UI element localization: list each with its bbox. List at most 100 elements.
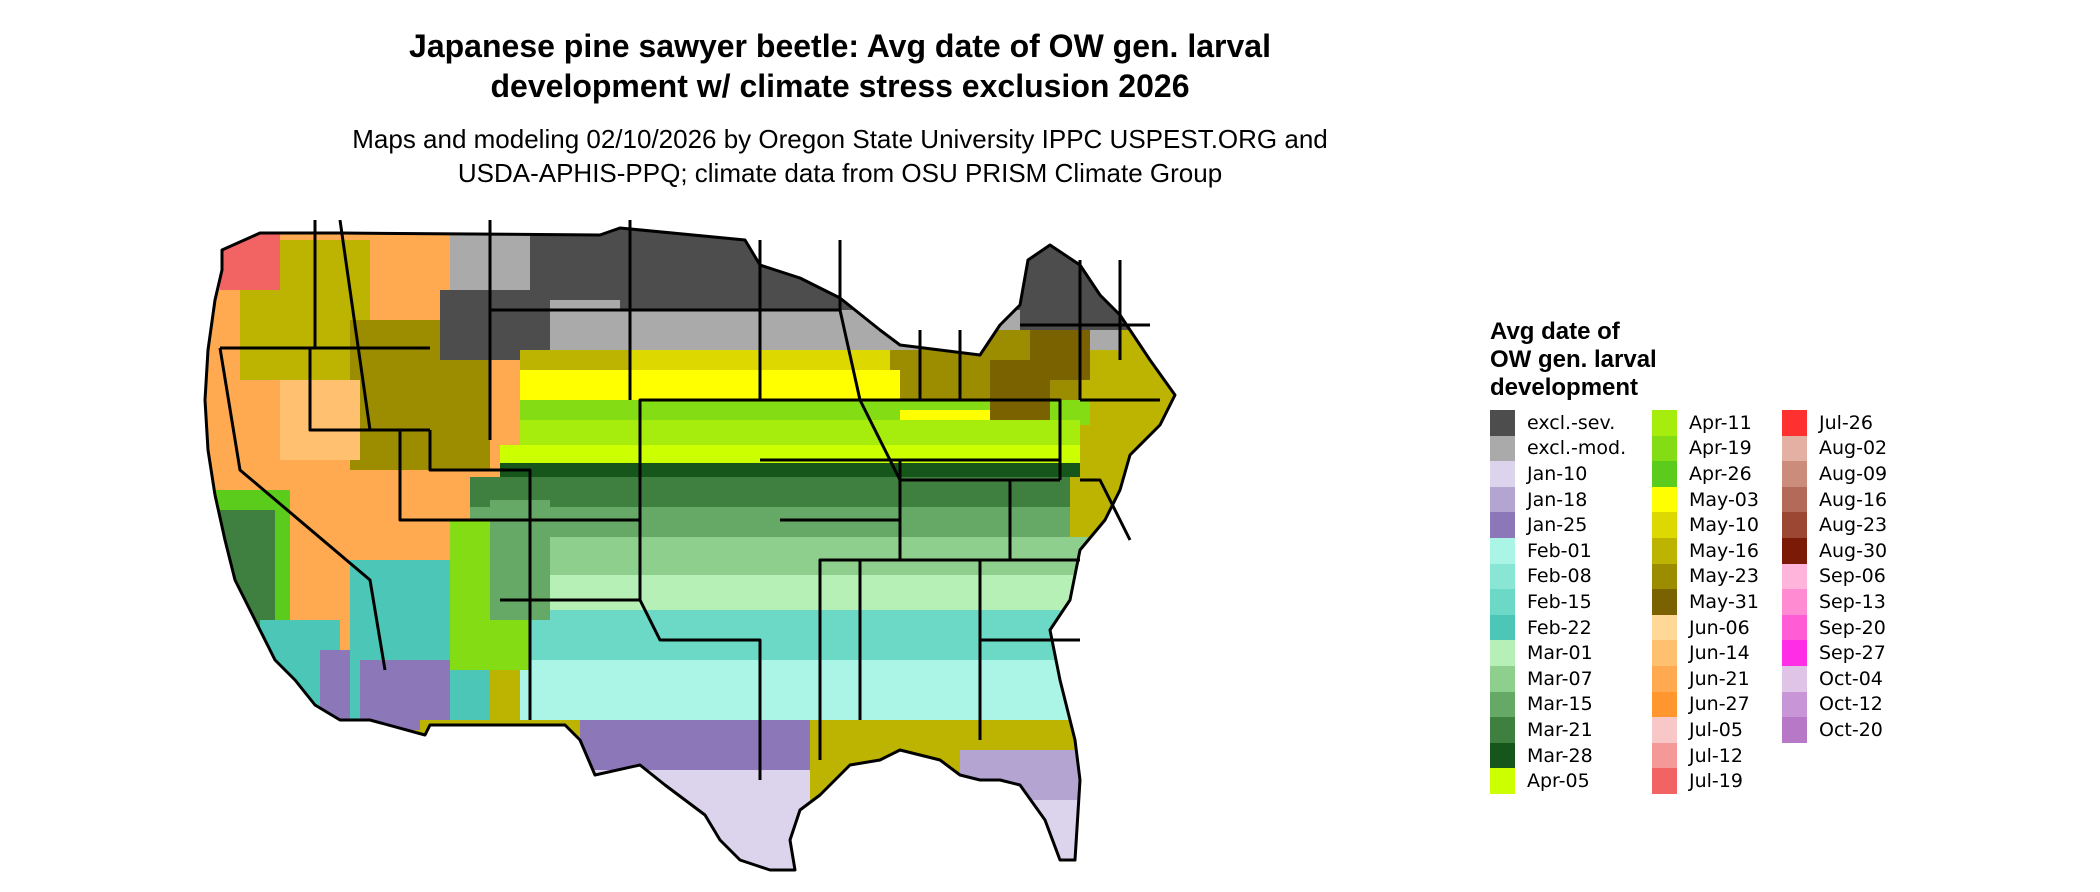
- legend-label: Sep-20: [1819, 616, 1886, 639]
- legend-swatch: [1782, 614, 1807, 641]
- legend-label: Apr-19: [1689, 437, 1752, 460]
- legend-swatch: [1652, 614, 1677, 641]
- legend-swatch: [1652, 768, 1677, 794]
- legend-label: Feb-22: [1527, 616, 1592, 639]
- legend-item: Apr-19: [1652, 435, 1752, 462]
- legend-label: Jan-18: [1527, 488, 1588, 511]
- legend-swatch: [1782, 435, 1807, 462]
- legend-swatch: [1782, 512, 1807, 538]
- legend-label: Sep-06: [1819, 565, 1886, 588]
- legend-swatch: [1490, 563, 1515, 590]
- map-title-line-1: Japanese pine sawyer beetle: Avg date of…: [409, 28, 1271, 64]
- legend-item: Feb-15: [1490, 589, 1592, 615]
- legend-item: Sep-20: [1782, 614, 1886, 641]
- map-fill: [205, 228, 1175, 870]
- legend-label: Jan-10: [1527, 462, 1588, 485]
- legend-label: Oct-20: [1819, 718, 1883, 741]
- legend-swatch: [1652, 691, 1677, 718]
- legend-item: Jun-14: [1652, 640, 1750, 666]
- legend-items: excl.-sev. excl.-mod. Jan-10 Jan-18 Jan-25 Fe…: [1490, 410, 1910, 800]
- legend-swatch: [1652, 461, 1677, 487]
- legend-label: May-16: [1689, 539, 1759, 562]
- legend-swatch: [1652, 538, 1677, 564]
- legend-label: Apr-11: [1689, 411, 1752, 434]
- legend-swatch: [1490, 486, 1515, 513]
- legend-swatch: [1782, 666, 1807, 692]
- legend-title-line: OW gen. larval: [1490, 346, 1657, 373]
- map-subtitle-line-2: USDA-APHIS-PPQ; climate data from OSU PR…: [457, 158, 1223, 188]
- legend-label: Jun-27: [1689, 693, 1750, 716]
- legend-swatch: [1652, 410, 1677, 436]
- legend-swatch: [1490, 410, 1515, 436]
- legend-swatch: [1652, 742, 1677, 769]
- legend-item: Aug-23: [1782, 512, 1887, 538]
- legend-swatch: [1782, 410, 1807, 436]
- legend-item: Aug-16: [1782, 486, 1887, 513]
- legend-label: Mar-15: [1527, 693, 1593, 716]
- legend-item: Oct-20: [1782, 717, 1883, 743]
- legend-item: Jun-21: [1652, 666, 1750, 692]
- legend-label: Aug-30: [1819, 539, 1888, 562]
- legend-swatch: [1652, 512, 1677, 538]
- legend-label: excl.-mod.: [1527, 437, 1627, 460]
- legend-item: Jan-25: [1490, 512, 1587, 538]
- legend-swatch: [1782, 563, 1807, 590]
- legend-label: Jun-21: [1689, 667, 1750, 690]
- map-title: Japanese pine sawyer beetle: Avg date of…: [0, 26, 1680, 106]
- legend-swatch: [1652, 563, 1677, 590]
- legend-label: Sep-13: [1819, 590, 1886, 613]
- legend-swatch: [1490, 666, 1515, 692]
- legend-item: Sep-27: [1782, 640, 1886, 666]
- legend-label: Feb-15: [1527, 590, 1592, 613]
- legend-label: Jan-25: [1527, 514, 1588, 537]
- legend-swatch: [1652, 717, 1677, 743]
- legend-label: Jul-19: [1689, 770, 1743, 793]
- map-subtitle: Maps and modeling 02/10/2026 by Oregon S…: [0, 122, 1680, 190]
- legend-item: Apr-05: [1490, 768, 1590, 794]
- legend-swatch: [1490, 589, 1515, 615]
- legend-swatch: [1490, 717, 1515, 743]
- legend-item: Jun-06: [1652, 614, 1750, 641]
- legend-swatch: [1490, 435, 1515, 462]
- legend-label: Aug-23: [1819, 514, 1888, 537]
- legend-item: Jan-10: [1490, 461, 1587, 487]
- legend-label: Jul-12: [1689, 744, 1743, 767]
- legend-item: Mar-28: [1490, 742, 1593, 769]
- legend-label: Mar-01: [1527, 642, 1593, 665]
- legend-swatch: [1782, 691, 1807, 718]
- legend-swatch: [1782, 589, 1807, 615]
- legend-title-line: Avg date of: [1490, 318, 1620, 345]
- legend-swatch: [1652, 486, 1677, 513]
- legend-label: Jul-05: [1689, 718, 1743, 741]
- legend-item: Mar-07: [1490, 666, 1593, 692]
- legend-item: Mar-01: [1490, 640, 1593, 666]
- legend-label: Apr-05: [1527, 770, 1590, 793]
- legend-label: Jun-14: [1689, 642, 1750, 665]
- legend-item: Feb-22: [1490, 614, 1592, 641]
- legend-item: May-31: [1652, 589, 1759, 615]
- legend-label: Jul-26: [1819, 411, 1873, 434]
- legend-item: Aug-09: [1782, 461, 1887, 487]
- legend-label: Mar-28: [1527, 744, 1593, 767]
- legend-swatch: [1490, 640, 1515, 666]
- legend-label: Feb-08: [1527, 565, 1592, 588]
- legend-swatch: [1490, 691, 1515, 718]
- legend-item: Oct-12: [1782, 691, 1883, 718]
- legend-item: May-10: [1652, 512, 1759, 538]
- legend-item: Jul-05: [1652, 717, 1743, 743]
- legend-item: Mar-21: [1490, 717, 1593, 743]
- map-title-line-2: development w/ climate stress exclusion …: [490, 68, 1190, 104]
- legend-label: May-10: [1689, 514, 1759, 537]
- legend-item: Apr-11: [1652, 410, 1752, 436]
- legend-swatch: [1782, 717, 1807, 743]
- legend-swatch: [1652, 640, 1677, 666]
- legend-swatch: [1652, 666, 1677, 692]
- legend-item: Oct-04: [1782, 666, 1883, 692]
- legend-swatch: [1490, 512, 1515, 538]
- legend-label: May-03: [1689, 488, 1759, 511]
- legend-item: Sep-06: [1782, 563, 1886, 590]
- legend-label: Oct-04: [1819, 667, 1883, 690]
- legend-item: Jul-12: [1652, 742, 1743, 769]
- legend-item: May-16: [1652, 538, 1759, 564]
- us-map: [203, 220, 1177, 872]
